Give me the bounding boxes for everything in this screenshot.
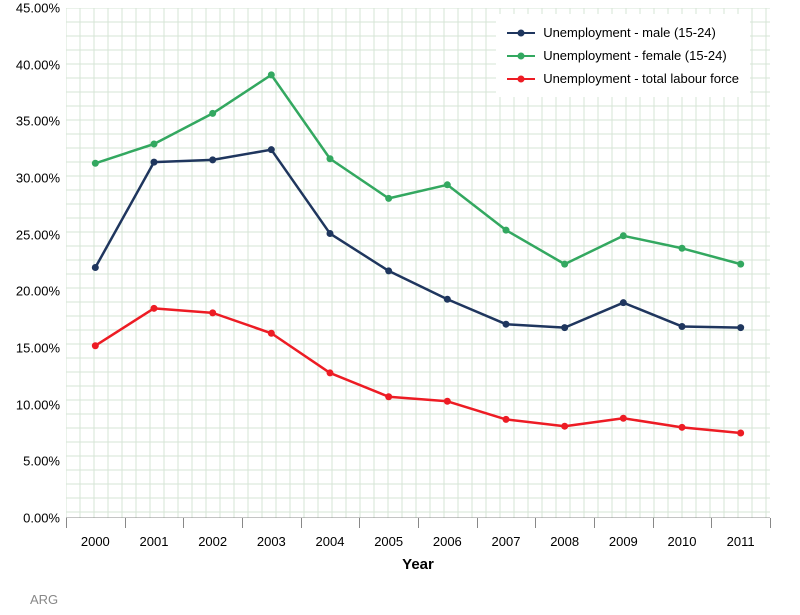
country-code: ARG: [30, 592, 58, 607]
series-marker-female: [151, 141, 158, 148]
series-marker-total: [209, 309, 216, 316]
series-marker-total: [92, 342, 99, 349]
series-line-total: [95, 308, 740, 433]
series-marker-male: [503, 321, 510, 328]
legend-swatch-icon: [507, 32, 535, 34]
legend-label: Unemployment - male (15-24): [543, 25, 716, 40]
series-marker-total: [679, 424, 686, 431]
x-tick-mark: [66, 518, 67, 528]
series-marker-female: [92, 160, 99, 167]
series-marker-female: [268, 71, 275, 78]
x-tick-label: 2001: [140, 518, 169, 549]
chart-container: Year 0.00%5.00%10.00%15.00%20.00%25.00%3…: [0, 0, 800, 615]
series-marker-male: [268, 146, 275, 153]
x-tick-mark: [535, 518, 536, 528]
x-tick-mark: [477, 518, 478, 528]
series-marker-total: [151, 305, 158, 312]
series-marker-male: [209, 156, 216, 163]
series-marker-female: [385, 195, 392, 202]
x-tick-label: 2009: [609, 518, 638, 549]
series-marker-female: [620, 232, 627, 239]
series-marker-male: [385, 267, 392, 274]
x-tick-label: 2003: [257, 518, 286, 549]
series-marker-female: [679, 245, 686, 252]
x-tick-label: 2004: [316, 518, 345, 549]
series-marker-total: [327, 369, 334, 376]
x-tick-mark: [770, 518, 771, 528]
legend-label: Unemployment - female (15-24): [543, 48, 727, 63]
y-tick-label: 25.00%: [16, 227, 66, 242]
x-tick-mark: [359, 518, 360, 528]
x-tick-mark: [125, 518, 126, 528]
series-marker-male: [327, 230, 334, 237]
series-marker-male: [679, 323, 686, 330]
x-tick-mark: [183, 518, 184, 528]
x-tick-mark: [653, 518, 654, 528]
series-marker-male: [561, 324, 568, 331]
x-tick-label: 2002: [198, 518, 227, 549]
series-line-male: [95, 150, 740, 328]
legend: Unemployment - male (15-24) Unemployment …: [496, 14, 750, 97]
x-tick-label: 2007: [492, 518, 521, 549]
x-tick-label: 2006: [433, 518, 462, 549]
y-tick-label: 20.00%: [16, 284, 66, 299]
legend-entry-male: Unemployment - male (15-24): [505, 21, 741, 44]
series-line-female: [95, 75, 740, 264]
y-tick-label: 35.00%: [16, 114, 66, 129]
series-marker-female: [444, 181, 451, 188]
y-tick-label: 5.00%: [23, 454, 66, 469]
series-marker-female: [327, 155, 334, 162]
legend-entry-female: Unemployment - female (15-24): [505, 44, 741, 67]
x-tick-label: 2010: [668, 518, 697, 549]
series-marker-female: [737, 261, 744, 268]
legend-swatch-icon: [507, 78, 535, 80]
x-tick-mark: [418, 518, 419, 528]
series-marker-male: [444, 296, 451, 303]
x-tick-label: 2008: [550, 518, 579, 549]
series-marker-total: [620, 415, 627, 422]
x-tick-mark: [711, 518, 712, 528]
legend-label: Unemployment - total labour force: [543, 71, 739, 86]
x-tick-label: 2005: [374, 518, 403, 549]
series-marker-total: [561, 423, 568, 430]
legend-entry-total: Unemployment - total labour force: [505, 67, 741, 90]
x-tick-label: 2011: [727, 518, 755, 549]
x-tick-mark: [594, 518, 595, 528]
series-marker-female: [503, 227, 510, 234]
x-tick-mark: [301, 518, 302, 528]
series-marker-male: [737, 324, 744, 331]
y-tick-label: 45.00%: [16, 1, 66, 16]
series-marker-male: [151, 159, 158, 166]
y-tick-label: 15.00%: [16, 341, 66, 356]
series-marker-male: [620, 299, 627, 306]
series-marker-female: [561, 261, 568, 268]
series-marker-male: [92, 264, 99, 271]
series-marker-total: [385, 393, 392, 400]
series-marker-total: [737, 430, 744, 437]
y-tick-label: 0.00%: [23, 511, 66, 526]
series-marker-total: [268, 330, 275, 337]
y-tick-label: 40.00%: [16, 57, 66, 72]
x-tick-mark: [242, 518, 243, 528]
series-marker-total: [444, 398, 451, 405]
series-marker-female: [209, 110, 216, 117]
x-tick-label: 2000: [81, 518, 110, 549]
y-tick-label: 10.00%: [16, 397, 66, 412]
legend-swatch-icon: [507, 55, 535, 57]
y-tick-label: 30.00%: [16, 171, 66, 186]
series-marker-total: [503, 416, 510, 423]
